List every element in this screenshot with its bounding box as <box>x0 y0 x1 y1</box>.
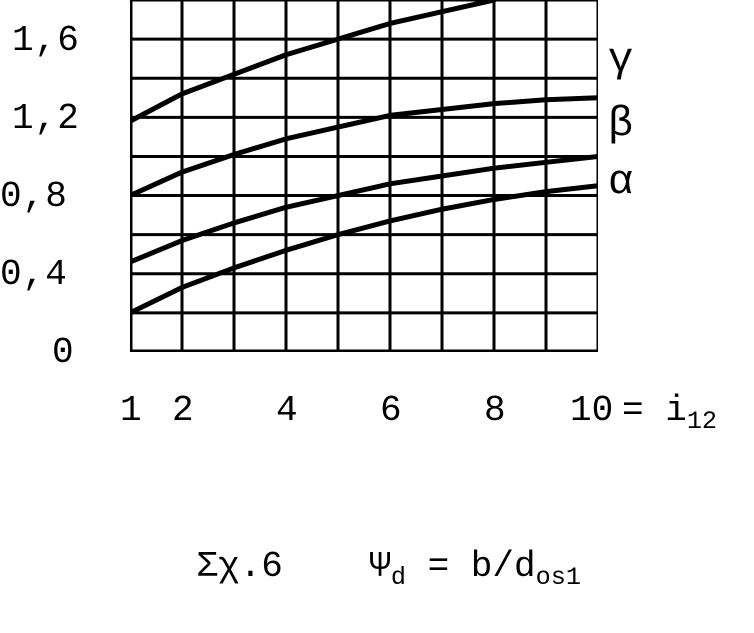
curve-upper <box>130 156 598 262</box>
x-axis-suffix-text: = i <box>622 390 687 431</box>
x-axis-suffix-sub: 12 <box>687 407 717 436</box>
curve-beta <box>130 98 598 196</box>
x-tick-label: 6 <box>380 390 402 431</box>
caption-mid: = b/d <box>406 546 536 587</box>
x-tick-label: 2 <box>172 390 194 431</box>
y-tick-label: 0,8 <box>0 176 68 217</box>
caption-sub1: d <box>391 563 406 592</box>
x-tick-label: 8 <box>484 390 506 431</box>
curve-label-beta: β <box>608 100 633 148</box>
y-tick-label: 1,2 <box>12 98 80 139</box>
x-tick-label: 10 <box>570 390 613 431</box>
curve-label-alpha: α <box>608 158 633 206</box>
x-tick-label: 4 <box>276 390 298 431</box>
chart-container: 1,6 1,2 0,8 0,4 0 γ β α 1 2 4 6 8 10 = i… <box>0 0 754 595</box>
plot-area <box>130 0 598 352</box>
curve-gamma <box>130 0 494 121</box>
curve-label-gamma: γ <box>608 36 633 84</box>
y-tick-label: 1,6 <box>12 20 80 61</box>
x-axis-suffix: = i12 <box>622 390 717 436</box>
curve-alpha <box>130 186 598 313</box>
chart-caption: Σχ.6 Ψd = b/dos1 <box>110 505 581 633</box>
caption-lead: Σχ.6 Ψ <box>196 546 390 587</box>
y-tick-label: 0 <box>52 332 75 373</box>
x-tick-label: 1 <box>120 390 142 431</box>
caption-sub2: os1 <box>536 563 581 592</box>
y-tick-label: 0,4 <box>0 254 68 295</box>
